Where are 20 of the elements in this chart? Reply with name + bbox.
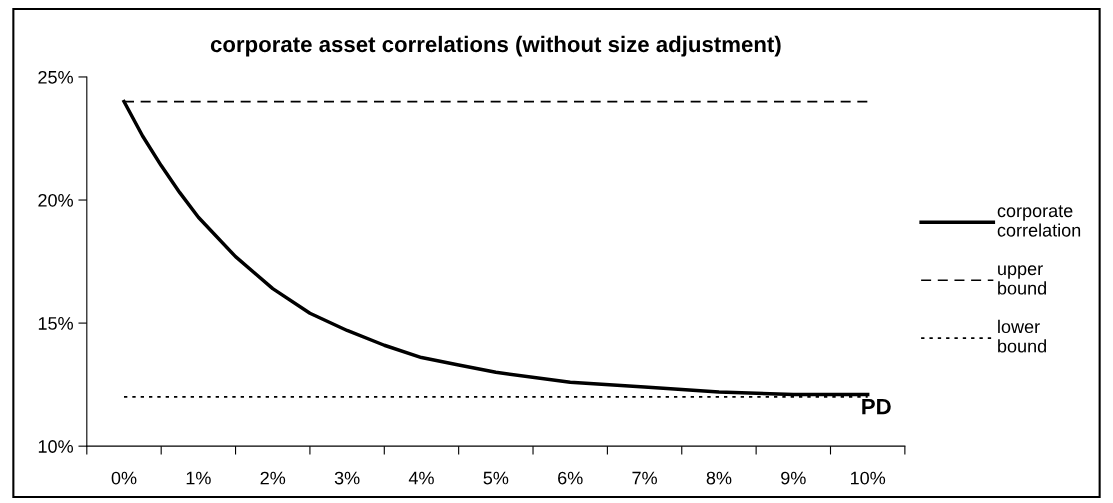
x-tick-label: 9%	[781, 471, 806, 485]
x-tick-label: 2%	[260, 471, 286, 485]
y-tick-label: 25%	[38, 70, 73, 84]
legend-label: upper bound	[998, 265, 1046, 295]
legend-label: lower bound	[998, 319, 1046, 353]
x-tick-label: 0%	[111, 471, 137, 485]
x-tick-label: 6%	[558, 471, 583, 485]
x-tick-label: 7%	[632, 471, 657, 485]
x-tick-label: 5%	[483, 471, 509, 485]
x-axis-title: PD	[862, 398, 891, 415]
x-tick-label: 1%	[186, 471, 211, 485]
x-tick-label: 8%	[706, 471, 732, 485]
x-tick-label: 10%	[850, 471, 886, 485]
y-tick-label: 20%	[38, 193, 73, 207]
y-tick-label: 15%	[38, 317, 73, 330]
x-tick-label: 3%	[334, 471, 360, 485]
legend-label: corporate correlation	[997, 205, 1081, 237]
y-tick-label: 10%	[38, 440, 73, 453]
chart-title: corporate asset correlations (without size adjustment)	[210, 35, 781, 57]
x-tick-label: 4%	[408, 471, 434, 485]
